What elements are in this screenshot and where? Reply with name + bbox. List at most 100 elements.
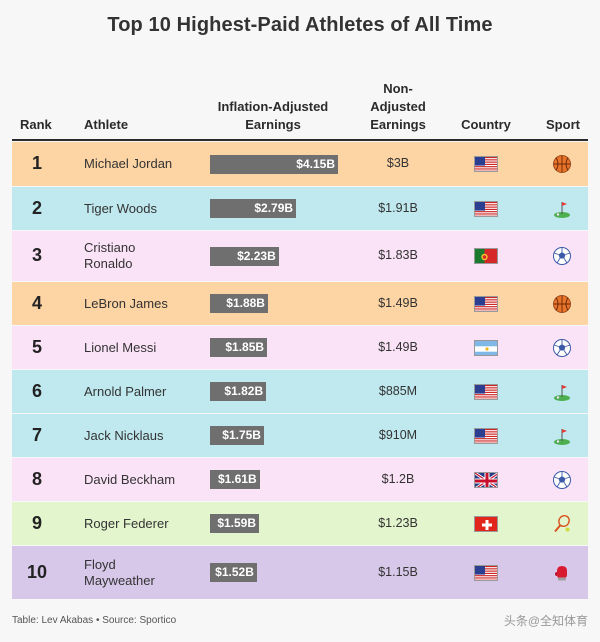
earnings-bar-label: $1.59B [217, 516, 257, 530]
earnings-bar: $1.59B [210, 514, 260, 533]
earnings-bar-label: $2.79B [254, 201, 294, 215]
usa-flag-icon [474, 200, 498, 217]
rank-cell: 3 [31, 245, 42, 265]
nonadjusted-earnings: $885M [378, 383, 418, 398]
rank-cell: 6 [31, 380, 42, 401]
table-row: 9 Roger Federer $1.59B $1.23B [12, 502, 588, 545]
athlete-name: Cristiano Ronaldo [84, 240, 194, 272]
soccer-icon [552, 338, 572, 358]
rank-cell: 1 [31, 153, 42, 173]
table-row: 4 LeBron James $1.88B $1.49B [12, 282, 588, 325]
argentina-flag-icon [474, 339, 498, 356]
golf-icon [552, 199, 572, 219]
earnings-bar: $1.82B [210, 382, 267, 401]
earnings-bar-label: $1.85B [225, 340, 265, 354]
athlete-name-line: Roger Federer [84, 515, 169, 531]
usa-flag-icon [474, 156, 498, 172]
athlete-name: Roger Federer [84, 516, 194, 532]
golf-icon [552, 426, 572, 446]
uk-flag-icon [474, 471, 498, 488]
table-row: 8 David Beckham $1.61B $1.2B [12, 458, 588, 501]
athlete-name: Lionel Messi [84, 340, 194, 356]
athlete-name-line: David Beckham [84, 471, 176, 487]
basketball-icon [552, 294, 572, 314]
rank-cell: 9 [31, 512, 42, 533]
portugal-flag-icon [474, 248, 498, 264]
earnings-bar-label: $1.82B [224, 384, 264, 398]
earnings-bar: $2.79B [210, 199, 297, 218]
nonadjusted-earnings: $3B [386, 156, 410, 170]
header-inflation: Inflation-Adjusted Earnings [203, 98, 343, 134]
rank-cell: 5 [31, 336, 42, 357]
athlete-name: David Beckham [84, 472, 194, 488]
athlete-name-line: Cristiano [84, 240, 136, 255]
golf-icon [552, 382, 572, 402]
table-row: 5 Lionel Messi $1.85B $1.49B [12, 326, 588, 369]
usa-flag-icon [474, 564, 498, 581]
header-divider [12, 139, 588, 141]
rank-cell: 4 [31, 292, 42, 313]
athlete-name: Michael Jordan [84, 156, 194, 172]
nonadjusted-earnings: $910M [378, 427, 418, 442]
table-row: 10 Floyd Mayweather $1.52B $1.15B [12, 546, 588, 599]
source-note: Table: Lev Akabas • Source: Sportico [12, 615, 177, 626]
earnings-bar-label: $4.15B [296, 156, 335, 171]
nonadjusted-earnings: $1.23B [378, 515, 418, 530]
earnings-bar-label: $1.75B [222, 428, 261, 442]
athlete-name: LeBron James [84, 296, 194, 312]
earnings-bar-label: $1.61B [217, 472, 257, 486]
boxing-icon [552, 563, 572, 583]
switzerland-flag-icon [474, 515, 498, 532]
nonadjusted-earnings: $1.2B [381, 471, 415, 486]
rank-cell: 10 [26, 561, 48, 582]
athlete-name-line: Jack Nicklaus [84, 427, 164, 443]
watermark: 头条@全知体育 [503, 614, 588, 628]
nonadjusted-earnings: $1.49B [378, 295, 418, 310]
usa-flag-icon [474, 383, 498, 400]
rank-cell: 8 [31, 468, 42, 489]
header-nonadjusted-line-3: Earnings [370, 117, 426, 132]
nonadjusted-earnings: $1.91B [378, 200, 418, 215]
header-nonadjusted-line-1: Non- [383, 81, 413, 96]
rank-cell: 2 [31, 197, 42, 218]
table-row: 1 Michael Jordan $4.15B $3B [12, 142, 588, 186]
soccer-icon [552, 470, 572, 490]
basketball-icon [552, 154, 572, 174]
athlete-name-line: Michael Jordan [84, 156, 173, 171]
athlete-name-line: Arnold Palmer [84, 383, 167, 399]
athlete-name: Tiger Woods [84, 201, 194, 217]
table-row: 7 Jack Nicklaus $1.75B $910M [12, 414, 588, 457]
earnings-bar: $1.52B [210, 563, 257, 582]
tennis-icon [552, 514, 572, 534]
athlete-name-line: Tiger Woods [84, 200, 157, 216]
chart-title: Top 10 Highest-Paid Athletes of All Time [107, 14, 493, 36]
header-country: Country [461, 117, 511, 132]
athlete-name-line: Mayweather [84, 572, 155, 588]
earnings-bar-label: $1.52B [215, 565, 254, 579]
athlete-name: Arnold Palmer [84, 384, 194, 400]
athlete-name-line: Ronaldo [84, 256, 133, 271]
table-row: 3 Cristiano Ronaldo $2.23B $1.83B [12, 231, 588, 281]
earnings-bar: $1.88B [210, 294, 268, 313]
athlete-name: Jack Nicklaus [84, 428, 194, 444]
earnings-bar: $1.61B [210, 470, 260, 489]
athlete-name-line: Lionel Messi [84, 339, 157, 355]
header-inflation-line-2: Earnings [245, 117, 301, 132]
table-row: 2 Tiger Woods $2.79B $1.91B [12, 187, 588, 230]
nonadjusted-earnings: $1.49B [378, 339, 418, 354]
header-nonadjusted-line-2: Adjusted [370, 99, 426, 114]
nonadjusted-earnings: $1.83B [378, 248, 418, 262]
header-inflation-line-1: Inflation-Adjusted [217, 99, 329, 114]
earnings-bar: $1.75B [210, 426, 264, 445]
soccer-icon [552, 246, 572, 266]
table-row: 6 Arnold Palmer $1.82B $885M [12, 370, 588, 413]
earnings-bar: $2.23B [210, 246, 279, 266]
usa-flag-icon [474, 295, 498, 312]
rank-cell: 7 [31, 424, 42, 445]
athlete-name: Floyd Mayweather [84, 557, 194, 589]
header-athlete: Athlete [84, 117, 129, 132]
earnings-bar-label: $2.23B [237, 248, 276, 263]
usa-flag-icon [474, 427, 498, 444]
header-rank: Rank [20, 117, 52, 132]
earnings-bar: $1.85B [210, 338, 268, 357]
